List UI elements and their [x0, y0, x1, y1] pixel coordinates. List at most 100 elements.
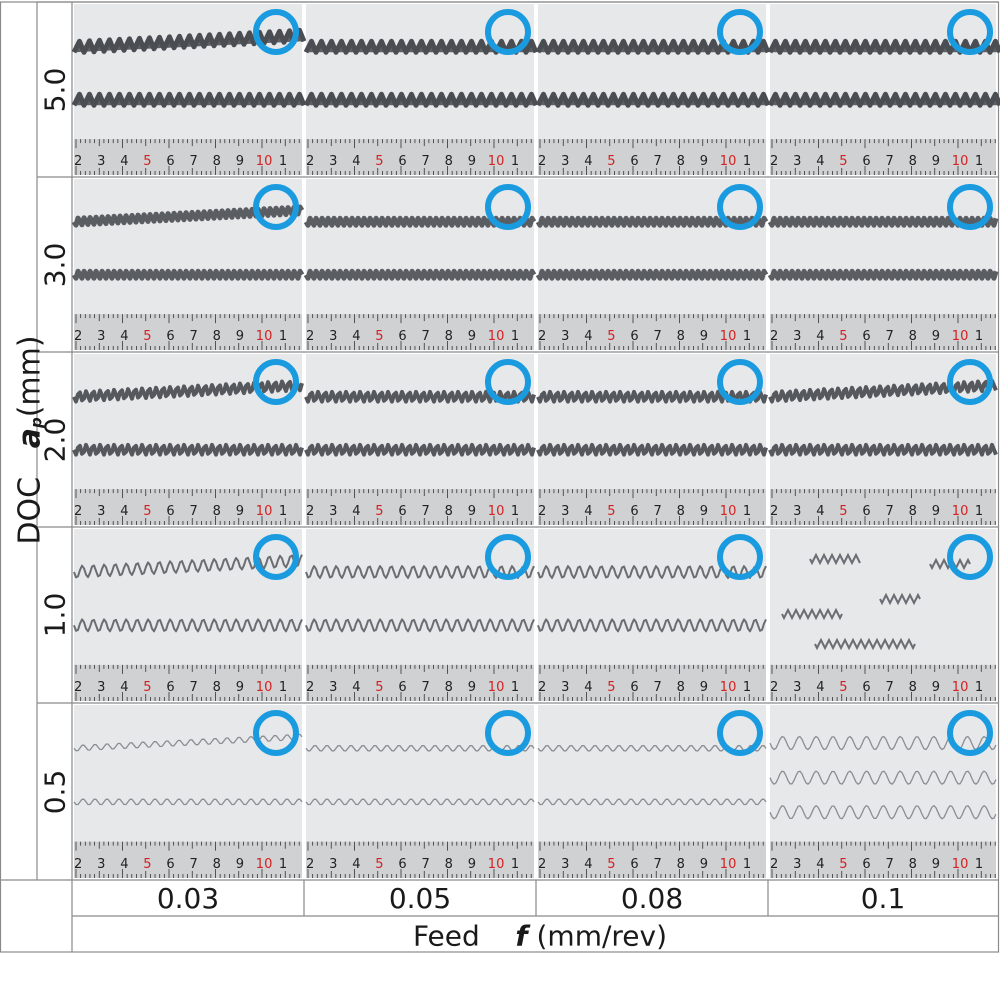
ruler-number: 7 — [422, 680, 430, 695]
ruler-number: 8 — [213, 504, 221, 519]
chip-photo: 2 3 4 5 6 7 8 9 10 1 — [71, 179, 305, 350]
chip-photo: 2 3 4 5 6 7 8 9 10 1 — [535, 4, 771, 175]
chip — [537, 618, 767, 633]
chip-photo: 2 3 4 5 6 7 8 9 10 1 — [768, 354, 998, 525]
ruler-number: 1 — [279, 857, 287, 872]
chip — [537, 565, 767, 579]
ruler-number: 1 — [511, 329, 519, 344]
ruler-number: 9 — [700, 154, 708, 169]
ruler-number: 6 — [862, 154, 870, 169]
chip — [71, 27, 307, 55]
column-label-feed: 0.08 — [620, 882, 684, 915]
ruler — [538, 489, 766, 525]
marker-circle — [485, 359, 531, 405]
chip — [73, 798, 303, 806]
ruler-number: 7 — [190, 857, 198, 872]
ruler-number: 5 — [375, 857, 383, 872]
ruler-number: 9 — [236, 857, 244, 872]
ruler-number: 6 — [630, 857, 638, 872]
marker-circle — [253, 9, 299, 55]
ruler-number: 10 — [952, 680, 969, 695]
marker-circle — [947, 534, 993, 580]
ruler-number: 4 — [120, 680, 128, 695]
ruler-number: 6 — [630, 504, 638, 519]
ruler-number: 10 — [488, 857, 505, 872]
ruler-number: 6 — [398, 857, 406, 872]
ruler-number: 2 — [306, 680, 314, 695]
ruler-number: 4 — [352, 504, 360, 519]
ruler-number: 6 — [862, 504, 870, 519]
ruler-number: 5 — [143, 329, 151, 344]
x-axis-title: Feed f (mm/rev) — [412, 919, 668, 953]
ruler-number: 1 — [743, 680, 751, 695]
ruler-number: 3 — [97, 504, 105, 519]
row-label-doc: 0.5 — [38, 769, 71, 814]
ruler-number: 9 — [468, 680, 476, 695]
ruler-number: 6 — [630, 680, 638, 695]
ruler-number: 4 — [120, 504, 128, 519]
row-label-doc: 3.0 — [38, 242, 71, 287]
row-label-doc: 2.0 — [38, 417, 71, 462]
ruler-number: 5 — [607, 857, 615, 872]
ruler — [306, 139, 534, 175]
marker-circle — [485, 184, 531, 230]
ruler-number: 6 — [166, 504, 174, 519]
chip-fragment — [814, 637, 916, 651]
chip — [73, 554, 303, 579]
ruler-number: 1 — [279, 504, 287, 519]
ruler-number: 5 — [143, 504, 151, 519]
ruler-number: 7 — [654, 154, 662, 169]
chip-photo: 2 3 4 5 6 7 8 9 10 1 — [305, 705, 535, 878]
ruler-number: 7 — [654, 504, 662, 519]
chip — [71, 91, 307, 108]
ruler — [538, 314, 766, 350]
ruler-number: 8 — [677, 680, 685, 695]
ruler-number: 8 — [445, 857, 453, 872]
chip-photo: 2 3 4 5 6 7 8 9 10 1 — [73, 705, 303, 878]
ruler — [74, 314, 302, 350]
row-label-doc: 5.0 — [38, 67, 71, 112]
ruler-number: 1 — [743, 504, 751, 519]
chip-fragment — [809, 552, 861, 566]
ruler-number: 5 — [143, 154, 151, 169]
ruler-number: 2 — [538, 504, 546, 519]
ruler-number: 9 — [236, 329, 244, 344]
ruler-number: 5 — [839, 329, 847, 344]
ruler-number: 1 — [511, 504, 519, 519]
ruler-number: 8 — [677, 504, 685, 519]
ruler-number: 4 — [816, 857, 824, 872]
ruler-number: 5 — [375, 154, 383, 169]
ruler — [306, 314, 534, 350]
ruler-number: 4 — [120, 857, 128, 872]
ruler-number: 3 — [561, 857, 569, 872]
ruler-number: 10 — [952, 504, 969, 519]
ruler-number: 8 — [909, 504, 917, 519]
ruler-number: 5 — [375, 504, 383, 519]
chip-photo: 2 3 4 5 6 7 8 9 10 1 — [304, 354, 536, 525]
ruler-number: 7 — [886, 154, 894, 169]
ruler-number: 2 — [538, 680, 546, 695]
ruler-number: 5 — [607, 680, 615, 695]
ruler-number: 9 — [932, 154, 940, 169]
ruler-number: 9 — [236, 154, 244, 169]
ruler-number: 5 — [607, 329, 615, 344]
ruler-number: 7 — [654, 680, 662, 695]
ruler-number: 1 — [279, 680, 287, 695]
ruler-number: 3 — [329, 504, 337, 519]
chip — [73, 618, 303, 633]
ruler-number: 7 — [190, 329, 198, 344]
chip-photo: 2 3 4 5 6 7 8 9 10 1 — [71, 4, 307, 175]
ruler-number: 6 — [398, 329, 406, 344]
marker-circle — [485, 710, 531, 756]
ruler — [538, 139, 766, 175]
ruler-number: 10 — [720, 680, 737, 695]
ruler-number: 8 — [677, 329, 685, 344]
ruler-number: 5 — [375, 680, 383, 695]
ruler-number: 5 — [839, 680, 847, 695]
ruler-number: 9 — [932, 504, 940, 519]
ruler-number: 4 — [352, 680, 360, 695]
ruler — [306, 489, 534, 525]
ruler-number: 1 — [511, 680, 519, 695]
ruler-number: 7 — [886, 857, 894, 872]
ruler-number: 10 — [952, 857, 969, 872]
